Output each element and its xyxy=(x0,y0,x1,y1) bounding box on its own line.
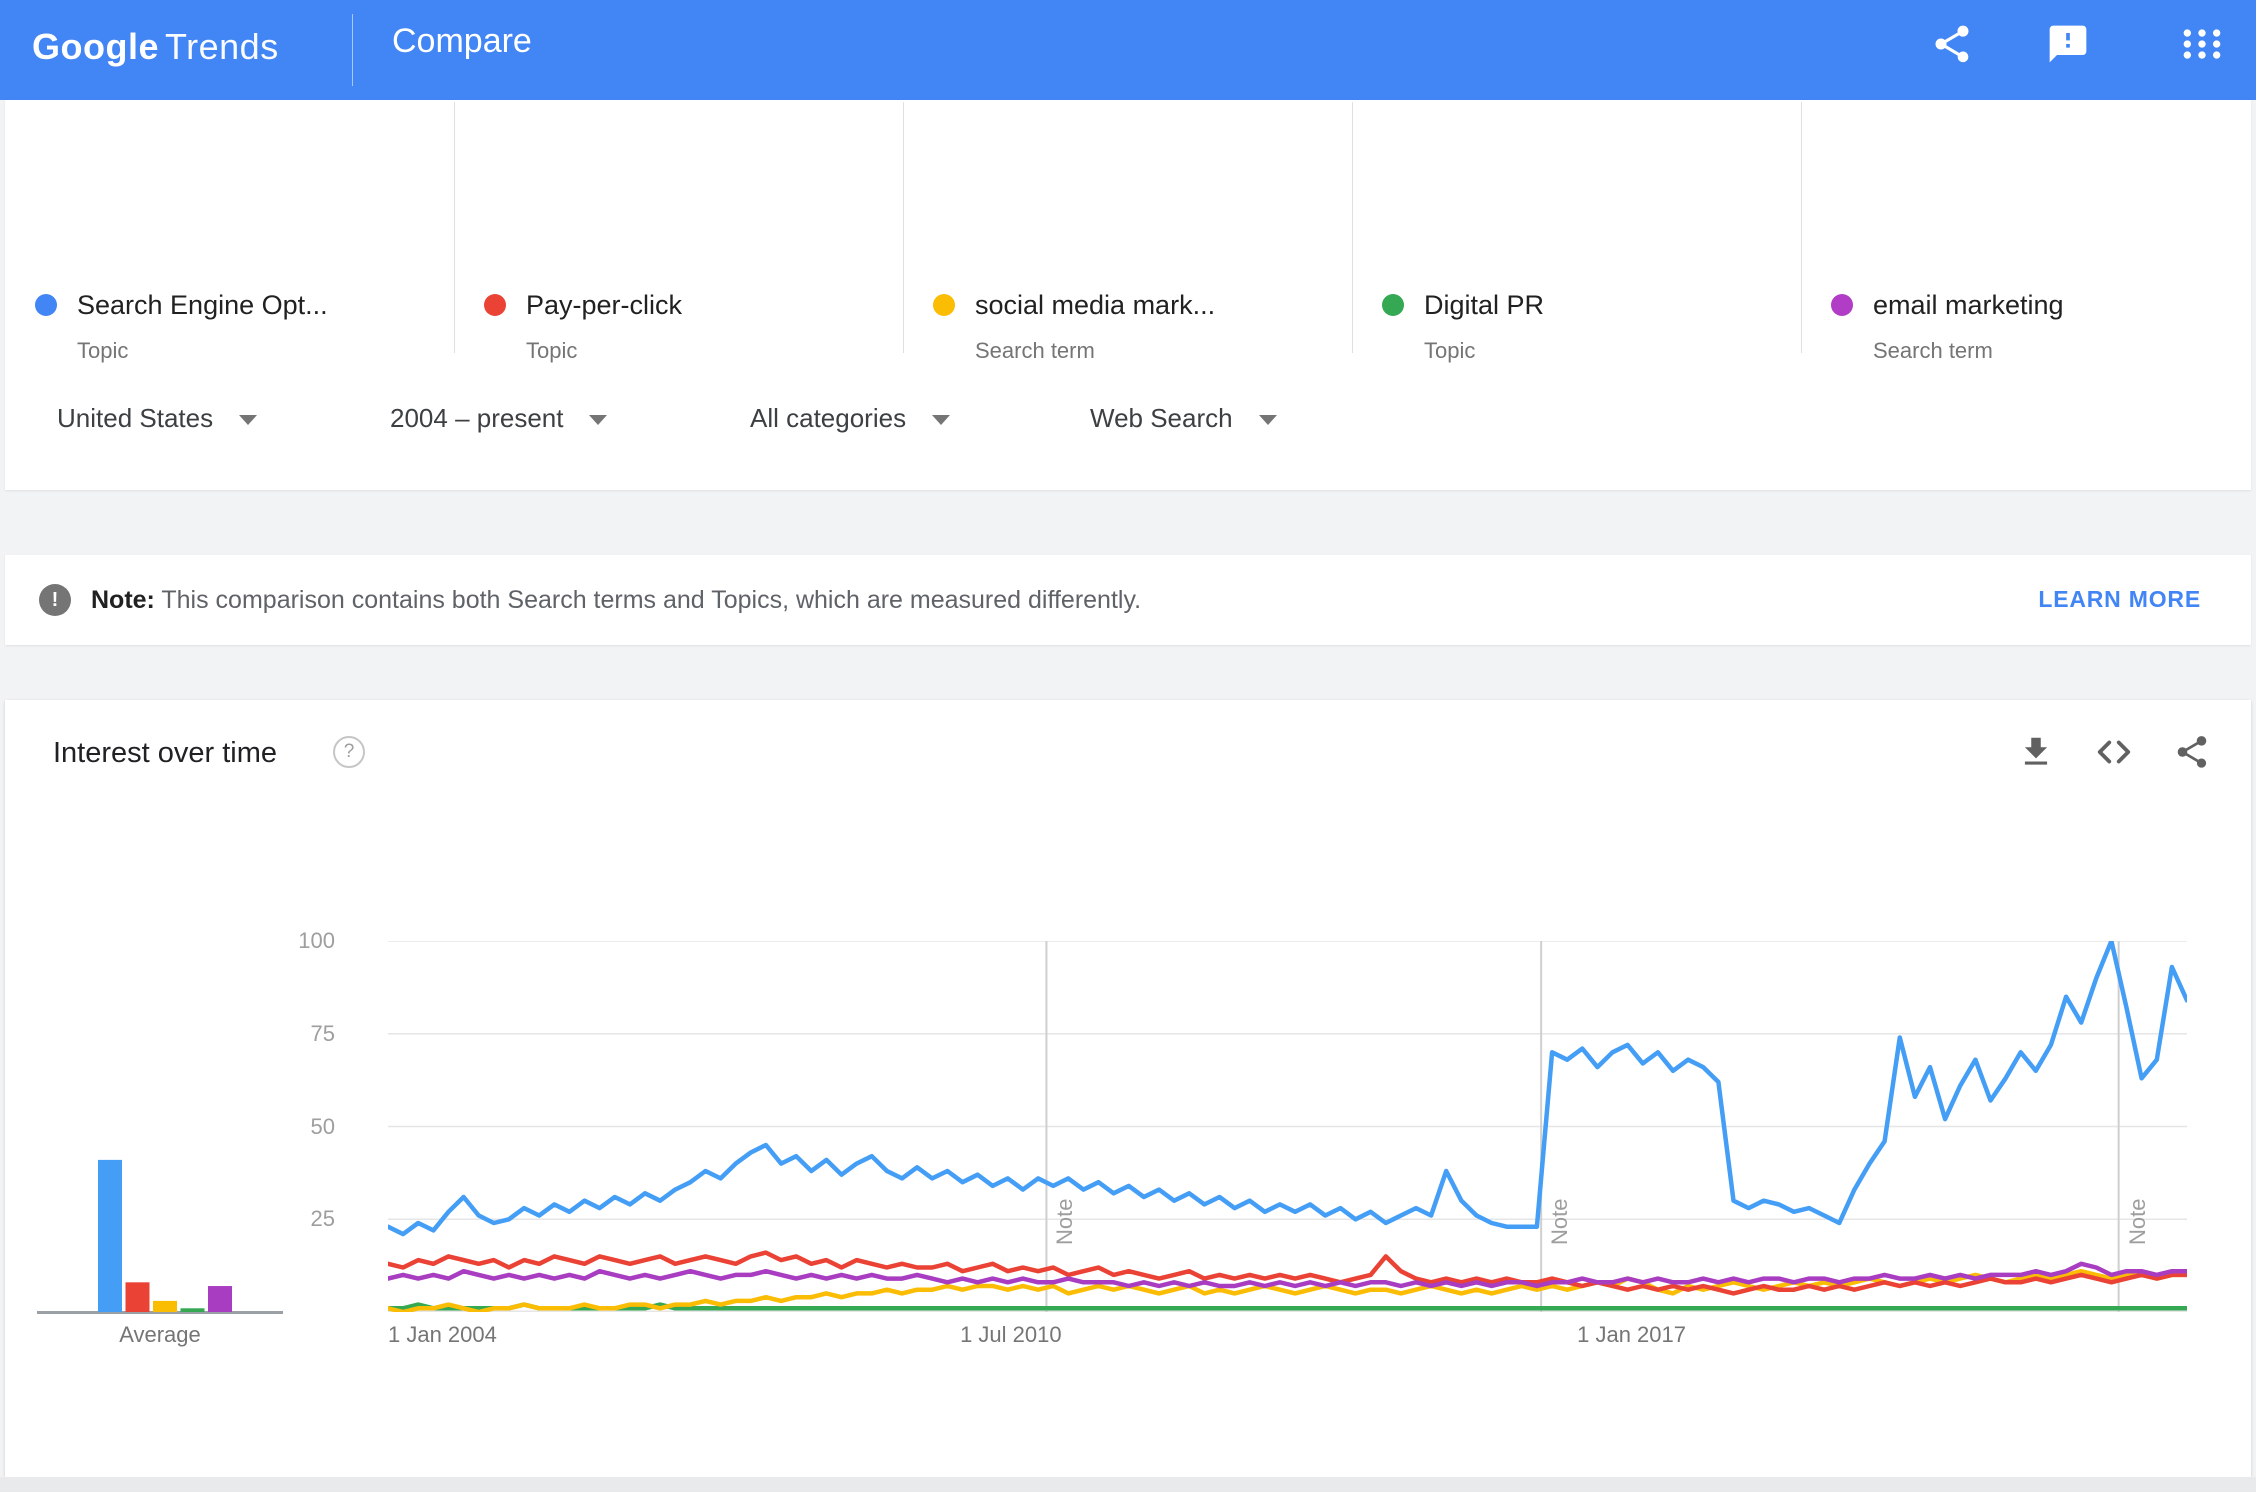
chart-title: Interest over time xyxy=(53,737,278,769)
page-title: Compare xyxy=(392,22,532,60)
search-type-filter[interactable]: Web Search xyxy=(1090,403,1277,434)
y-axis-tick-label: 50 xyxy=(310,1113,335,1139)
header-divider xyxy=(352,14,353,86)
chip-title: Pay-per-click xyxy=(526,290,683,320)
logo-trends: Trends xyxy=(165,26,279,67)
y-axis-tick-label: 75 xyxy=(310,1020,335,1046)
chip-title: Digital PR xyxy=(1424,290,1545,320)
chip-social-media-marketing[interactable]: social media mark... Search term xyxy=(903,100,1352,363)
note-marker-label: Note xyxy=(2124,1198,2150,1245)
note-marker-label: Note xyxy=(1052,1198,1078,1245)
note-banner: ! Note: This comparison contains both Se… xyxy=(5,555,2251,645)
interest-over-time-card: Interest over time ? Average 25 50 75 100 1 … xyxy=(5,700,2251,1477)
chip-divider xyxy=(1801,102,1802,353)
chevron-down-icon xyxy=(1258,415,1277,426)
x-axis-tick-label: 1 Jul 2010 xyxy=(960,1322,1062,1347)
page-bottom-gutter xyxy=(0,1477,2256,1492)
learn-more-link[interactable]: LEARN MORE xyxy=(2038,586,2201,612)
series-color-dot-yellow xyxy=(933,294,955,316)
chip-divider xyxy=(1352,102,1353,353)
chip-divider xyxy=(903,102,904,353)
note-body: This comparison contains both Search ter… xyxy=(154,586,1142,614)
average-bar-2 xyxy=(125,1282,150,1312)
category-filter[interactable]: All categories xyxy=(750,403,951,434)
header-share-icon[interactable] xyxy=(1930,22,1974,66)
series-color-dot-red xyxy=(484,294,506,316)
chip-subtitle: Topic xyxy=(77,338,129,363)
chip-subtitle: Topic xyxy=(526,338,578,363)
download-icon[interactable] xyxy=(2017,733,2055,771)
chip-subtitle: Topic xyxy=(1424,338,1476,363)
google-trends-logo[interactable]: Google Trends xyxy=(32,26,279,68)
chip-pay-per-click[interactable]: Pay-per-click Topic xyxy=(454,100,903,363)
chip-title: Search Engine Opt... xyxy=(77,290,328,320)
category-filter-label: All categories xyxy=(750,403,907,433)
average-bars-plot xyxy=(37,1159,283,1314)
chart-share-icon[interactable] xyxy=(2173,733,2211,771)
y-axis-tick-label: 100 xyxy=(298,928,335,953)
chip-title: email marketing xyxy=(1873,290,2064,320)
series-line-4 xyxy=(388,1302,2187,1311)
x-axis-tick-label: 1 Jan 2017 xyxy=(1577,1322,1686,1347)
y-axis-tick-label: 25 xyxy=(310,1206,335,1232)
info-exclamation-icon: ! xyxy=(39,584,71,616)
chip-divider xyxy=(454,102,455,353)
trend-line-plot[interactable] xyxy=(388,941,2187,1312)
chip-title: social media mark... xyxy=(975,290,1216,320)
feedback-icon[interactable] xyxy=(2046,22,2090,66)
x-axis-tick-label: 1 Jan 2004 xyxy=(388,1322,497,1347)
average-bar-1 xyxy=(98,1159,122,1312)
help-icon[interactable]: ? xyxy=(333,736,365,768)
logo-google: Google xyxy=(32,26,159,67)
series-line-2 xyxy=(388,1250,2187,1296)
note-message: Note: This comparison contains both Sear… xyxy=(91,586,1141,615)
series-color-dot-blue xyxy=(35,294,57,316)
region-filter[interactable]: United States xyxy=(57,403,258,434)
app-header: Google Trends Compare xyxy=(0,0,2256,100)
average-bar-3 xyxy=(153,1300,177,1312)
chip-email-marketing[interactable]: email marketing Search term xyxy=(1801,100,2251,363)
time-range-filter-label: 2004 – present xyxy=(390,403,564,433)
chevron-down-icon xyxy=(589,415,608,426)
chip-subtitle: Search term xyxy=(1873,338,1993,363)
apps-grid-icon[interactable] xyxy=(2180,22,2224,66)
chip-subtitle: Search term xyxy=(975,338,1095,363)
note-prefix: Note: xyxy=(91,586,155,614)
series-line-1 xyxy=(388,941,2187,1237)
embed-icon[interactable] xyxy=(2095,733,2133,771)
chip-search-engine-optimization[interactable]: Search Engine Opt... Topic xyxy=(5,100,454,363)
series-line-5 xyxy=(388,1261,2187,1289)
series-color-dot-purple xyxy=(1831,294,1853,316)
average-axis-label: Average xyxy=(119,1322,201,1347)
chip-digital-pr[interactable]: Digital PR Topic xyxy=(1352,100,1801,363)
series-color-dot-green xyxy=(1382,294,1404,316)
note-marker-label: Note xyxy=(1547,1198,1573,1245)
average-bar-5 xyxy=(208,1286,232,1312)
time-range-filter[interactable]: 2004 – present xyxy=(390,403,608,434)
chevron-down-icon xyxy=(932,415,951,426)
filters-row: United States 2004 – present All categor… xyxy=(5,355,2251,490)
chevron-down-icon xyxy=(239,415,258,426)
region-filter-label: United States xyxy=(57,403,214,433)
query-block: Search Engine Opt... Topic Pay-per-click… xyxy=(5,100,2251,490)
search-type-filter-label: Web Search xyxy=(1090,403,1233,433)
average-bar-4 xyxy=(180,1308,205,1312)
